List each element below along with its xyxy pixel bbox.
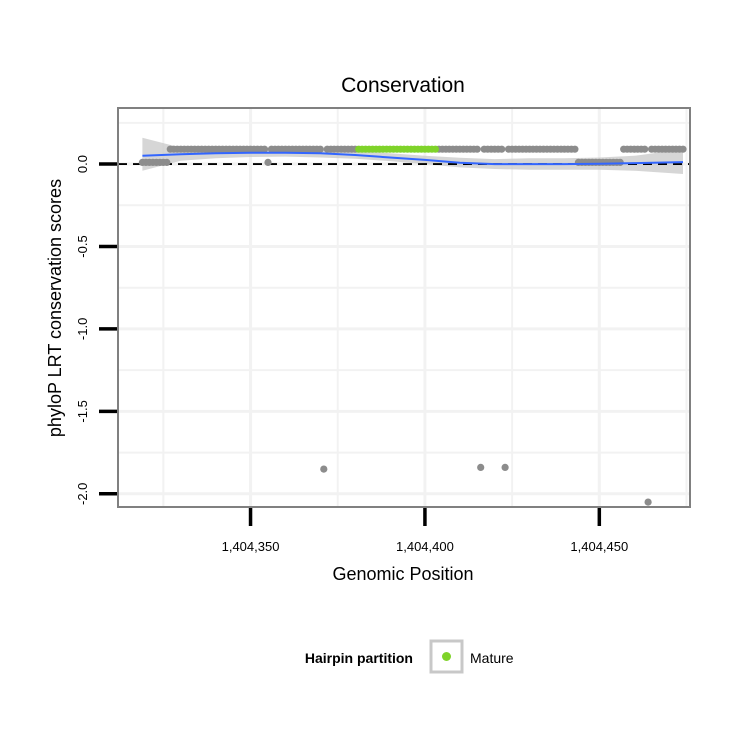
y-axis-ticks: 0.0 -0.5 -1.0 -1.5 -2.0 (75, 155, 117, 505)
data-point-mature (431, 145, 439, 153)
x-tick-label: 1,404,400 (396, 539, 454, 554)
data-point (498, 145, 506, 153)
y-tick-label: 0.0 (75, 155, 90, 173)
y-tick-label: -1.5 (75, 400, 90, 422)
chart-title: Conservation (341, 74, 465, 97)
x-tick-label: 1,404,450 (570, 539, 628, 554)
panel-background (118, 108, 690, 507)
x-axis-ticks: 1,404,350 1,404,400 1,404,450 (222, 508, 628, 554)
smooth-line-layer (142, 151, 684, 166)
data-point (644, 498, 652, 506)
data-point (501, 463, 509, 471)
data-point (571, 145, 579, 153)
y-tick-label: -0.5 (75, 235, 90, 257)
data-point (260, 145, 269, 153)
data-point (264, 158, 272, 166)
legend-key-mature-dot (442, 652, 451, 661)
legend-title: Hairpin partition (305, 650, 413, 666)
legend-label-mature: Mature (470, 650, 514, 666)
y-tick-label: -1.0 (75, 318, 90, 340)
data-points (138, 145, 687, 506)
data-point (316, 145, 324, 153)
smooth-line (142, 151, 684, 166)
x-axis-title: Genomic Position (332, 564, 473, 584)
y-tick-label: -2.0 (75, 483, 90, 505)
data-point (641, 145, 649, 153)
data-point (679, 145, 687, 153)
data-point (477, 463, 485, 471)
legend: Hairpin partition Mature (305, 639, 514, 674)
y-axis-title: phyloP LRT conservation scores (45, 179, 65, 437)
panel-border (117, 107, 691, 508)
data-point (473, 145, 481, 153)
x-tick-label: 1,404,350 (222, 539, 280, 554)
data-point (320, 465, 328, 473)
data-point (163, 158, 171, 166)
